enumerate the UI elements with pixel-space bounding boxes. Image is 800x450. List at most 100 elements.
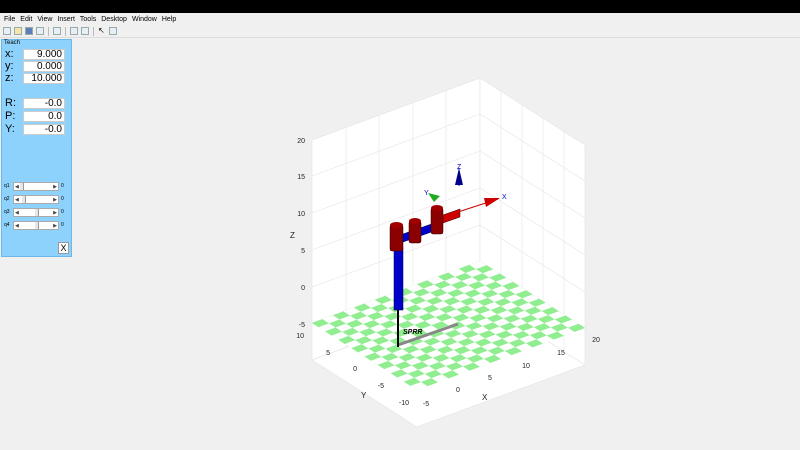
floor-tile (424, 370, 442, 379)
floor-tile (561, 319, 579, 328)
property-inspector-icon[interactable] (109, 27, 117, 35)
floor-tile (329, 319, 347, 328)
floor-tile (406, 284, 424, 293)
joint-q2-slider[interactable]: ◀ ▶ (13, 194, 59, 204)
floor-tile (401, 312, 419, 321)
slider-left-arrow-icon[interactable]: ◀ (15, 183, 19, 190)
floor-tile (436, 345, 454, 354)
floor-tile (407, 369, 425, 378)
floor-tile (444, 276, 462, 285)
joint-1-top (390, 222, 403, 228)
slider-left-arrow-icon[interactable]: ◀ (15, 196, 19, 203)
slider-right-arrow-icon[interactable]: ▶ (53, 196, 57, 203)
slider-right-arrow-icon[interactable]: ▶ (53, 209, 57, 216)
z-tick: -5 (299, 322, 305, 329)
menu-help[interactable]: Help (161, 15, 177, 23)
save-icon[interactable] (25, 27, 33, 35)
floor-tile (504, 347, 522, 356)
floor-tile (423, 337, 441, 346)
floor-tile (477, 297, 495, 306)
slider-left-arrow-icon[interactable]: ◀ (15, 222, 19, 229)
floor-tile (470, 346, 488, 355)
close-teach-button[interactable]: X (58, 242, 69, 254)
floor-tile (402, 345, 420, 354)
floor-tile (528, 298, 546, 307)
joint-q3-slider[interactable]: ◀ ▶ (13, 207, 59, 217)
joint-q2-slider-thumb[interactable] (22, 195, 26, 203)
floor-tile (418, 365, 436, 374)
slider-right-arrow-icon[interactable]: ▶ (53, 222, 57, 229)
menu-desktop[interactable]: Desktop (101, 15, 127, 23)
floor-tile (396, 341, 414, 350)
joint-3-top (431, 205, 443, 211)
floor-tile (499, 322, 517, 331)
floor-tile (502, 334, 520, 343)
colorbar-icon[interactable] (70, 27, 78, 35)
menu-view[interactable]: View (37, 15, 53, 23)
floor-tile (439, 305, 457, 314)
joint-q4-label: q4 (4, 222, 10, 228)
legend-icon[interactable] (81, 27, 89, 35)
robot-arm[interactable]: X Z Y (389, 164, 507, 311)
joint-q4-slider[interactable]: ◀ ▶ (13, 220, 59, 230)
floor-tile (443, 297, 461, 306)
slider-left-arrow-icon[interactable]: ◀ (15, 209, 19, 216)
orient-p-value: 0.0 (23, 110, 65, 122)
floor-tile (352, 323, 370, 332)
floor-tile (487, 293, 505, 302)
floor-tile (518, 302, 536, 311)
joint-q3-slider-thumb[interactable] (35, 208, 39, 216)
floor-tile (422, 357, 440, 366)
y-axis-ticks: 10 5 0 -5 -10 (296, 333, 409, 407)
joint-q1-slider[interactable]: ◀ ▶ (13, 181, 59, 191)
joint-q4-value: 0 (61, 222, 64, 228)
slider-right-arrow-icon[interactable]: ▶ (53, 183, 57, 190)
open-file-icon[interactable] (14, 27, 22, 35)
floor-tile (453, 346, 471, 355)
menu-insert[interactable]: Insert (57, 15, 75, 23)
joint-q1-slider-thumb[interactable] (20, 182, 24, 190)
floor-tile (483, 354, 501, 363)
tool-z-arrow-icon (455, 168, 463, 185)
floor-tile (354, 303, 372, 312)
floor-tile (449, 354, 467, 363)
floor-tile (440, 337, 458, 346)
menu-tools[interactable]: Tools (79, 15, 97, 23)
floor-tile (448, 268, 466, 277)
floor-tile (439, 358, 457, 367)
floor-tile (441, 370, 459, 379)
floor-tile (468, 281, 486, 290)
robot-name-label: SPRR (403, 329, 422, 336)
floor-tile (456, 358, 474, 367)
floor-tile (368, 344, 386, 353)
floor-tile (461, 330, 479, 339)
floor-tile (567, 323, 585, 332)
floor-tile (405, 357, 423, 366)
floor-tile (472, 273, 490, 282)
floor-tile (506, 326, 524, 335)
floor-tile (455, 272, 473, 281)
floor-tile (364, 352, 382, 361)
pointer-icon[interactable]: ↖ (98, 26, 105, 35)
menu-edit[interactable]: Edit (20, 15, 33, 23)
new-figure-icon[interactable] (3, 27, 11, 35)
floor-tile (431, 374, 449, 383)
floor-tile (397, 320, 415, 329)
menu-window[interactable]: Window (131, 15, 157, 23)
floor-tile (491, 338, 509, 347)
link-plot-icon[interactable] (53, 27, 61, 35)
print-icon[interactable] (36, 27, 44, 35)
joint-q4-slider-thumb[interactable] (35, 221, 39, 229)
floor-tile (483, 301, 501, 310)
floor-tile (386, 324, 404, 333)
floor-tile (361, 340, 379, 349)
floor-tile (447, 289, 465, 298)
floor-tile (515, 343, 533, 352)
floor-tile (485, 334, 503, 343)
floor-tile (451, 333, 469, 342)
floor-tile (438, 272, 456, 281)
floor-tile (380, 320, 398, 329)
joint-q2-row: q2 ◀ ▶ 0 (4, 194, 71, 204)
menu-file[interactable]: File (4, 15, 16, 23)
